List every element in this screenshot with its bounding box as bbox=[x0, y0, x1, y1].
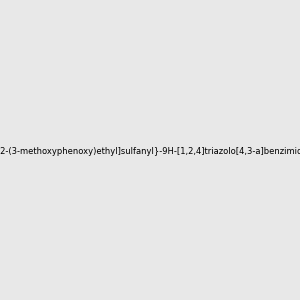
Text: 3-{[2-(3-methoxyphenoxy)ethyl]sulfanyl}-9H-[1,2,4]triazolo[4,3-a]benzimidazole: 3-{[2-(3-methoxyphenoxy)ethyl]sulfanyl}-… bbox=[0, 147, 300, 156]
